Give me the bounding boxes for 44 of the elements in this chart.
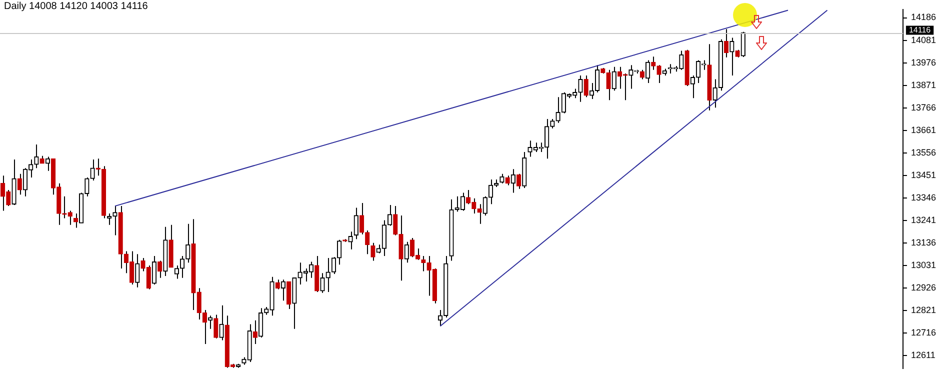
candlestick	[500, 173, 504, 184]
candlestick	[174, 264, 179, 280]
candlestick	[550, 118, 555, 129]
y-tick-label: 12926	[910, 282, 936, 292]
candlestick	[336, 239, 342, 266]
candlestick	[331, 256, 336, 275]
y-tick-label: 13241	[910, 214, 936, 225]
y-tick-label: 13136	[910, 237, 936, 248]
candlestick	[730, 37, 734, 76]
candlestick	[208, 315, 213, 330]
y-tick-label: 14186	[910, 12, 936, 22]
candlestick	[152, 256, 157, 286]
y-tick-label: 13346	[910, 192, 936, 202]
chart-title: Daily 14008 14120 14003 14116	[4, 1, 148, 12]
y-tick-label: 12716	[910, 327, 936, 338]
y-tick-label: 13556	[910, 147, 936, 158]
y-tick-label: 13451	[910, 170, 936, 180]
candlestick	[740, 31, 746, 58]
y-tick-label: 13871	[910, 80, 936, 90]
candlestick	[186, 223, 190, 264]
y-tick-label: 13661	[910, 124, 936, 135]
y-tick-label: 13766	[910, 102, 936, 112]
candlestick	[90, 159, 95, 182]
candlestick	[219, 304, 224, 341]
candlestick	[482, 196, 488, 216]
candlestick	[404, 241, 409, 264]
candlestick	[280, 279, 286, 302]
candlestick	[645, 60, 650, 84]
candlestick	[510, 168, 516, 194]
y-tick-label: 14081	[910, 34, 936, 45]
y-tick-label: 12611	[910, 350, 936, 360]
candlestick	[180, 256, 185, 278]
candlestick	[612, 66, 616, 92]
candlestick	[354, 207, 358, 240]
y-tick-label: 13976	[910, 57, 936, 68]
y-tick-label: 12821	[910, 304, 936, 315]
candlestick	[387, 204, 392, 226]
candlestick	[382, 220, 387, 257]
candlestick	[34, 144, 39, 169]
candlestick	[135, 254, 140, 288]
candlestick	[348, 231, 353, 250]
candlestick	[365, 230, 370, 255]
ref-line-label: 14116	[908, 25, 932, 34]
y-tick-label: 13031	[910, 260, 936, 270]
